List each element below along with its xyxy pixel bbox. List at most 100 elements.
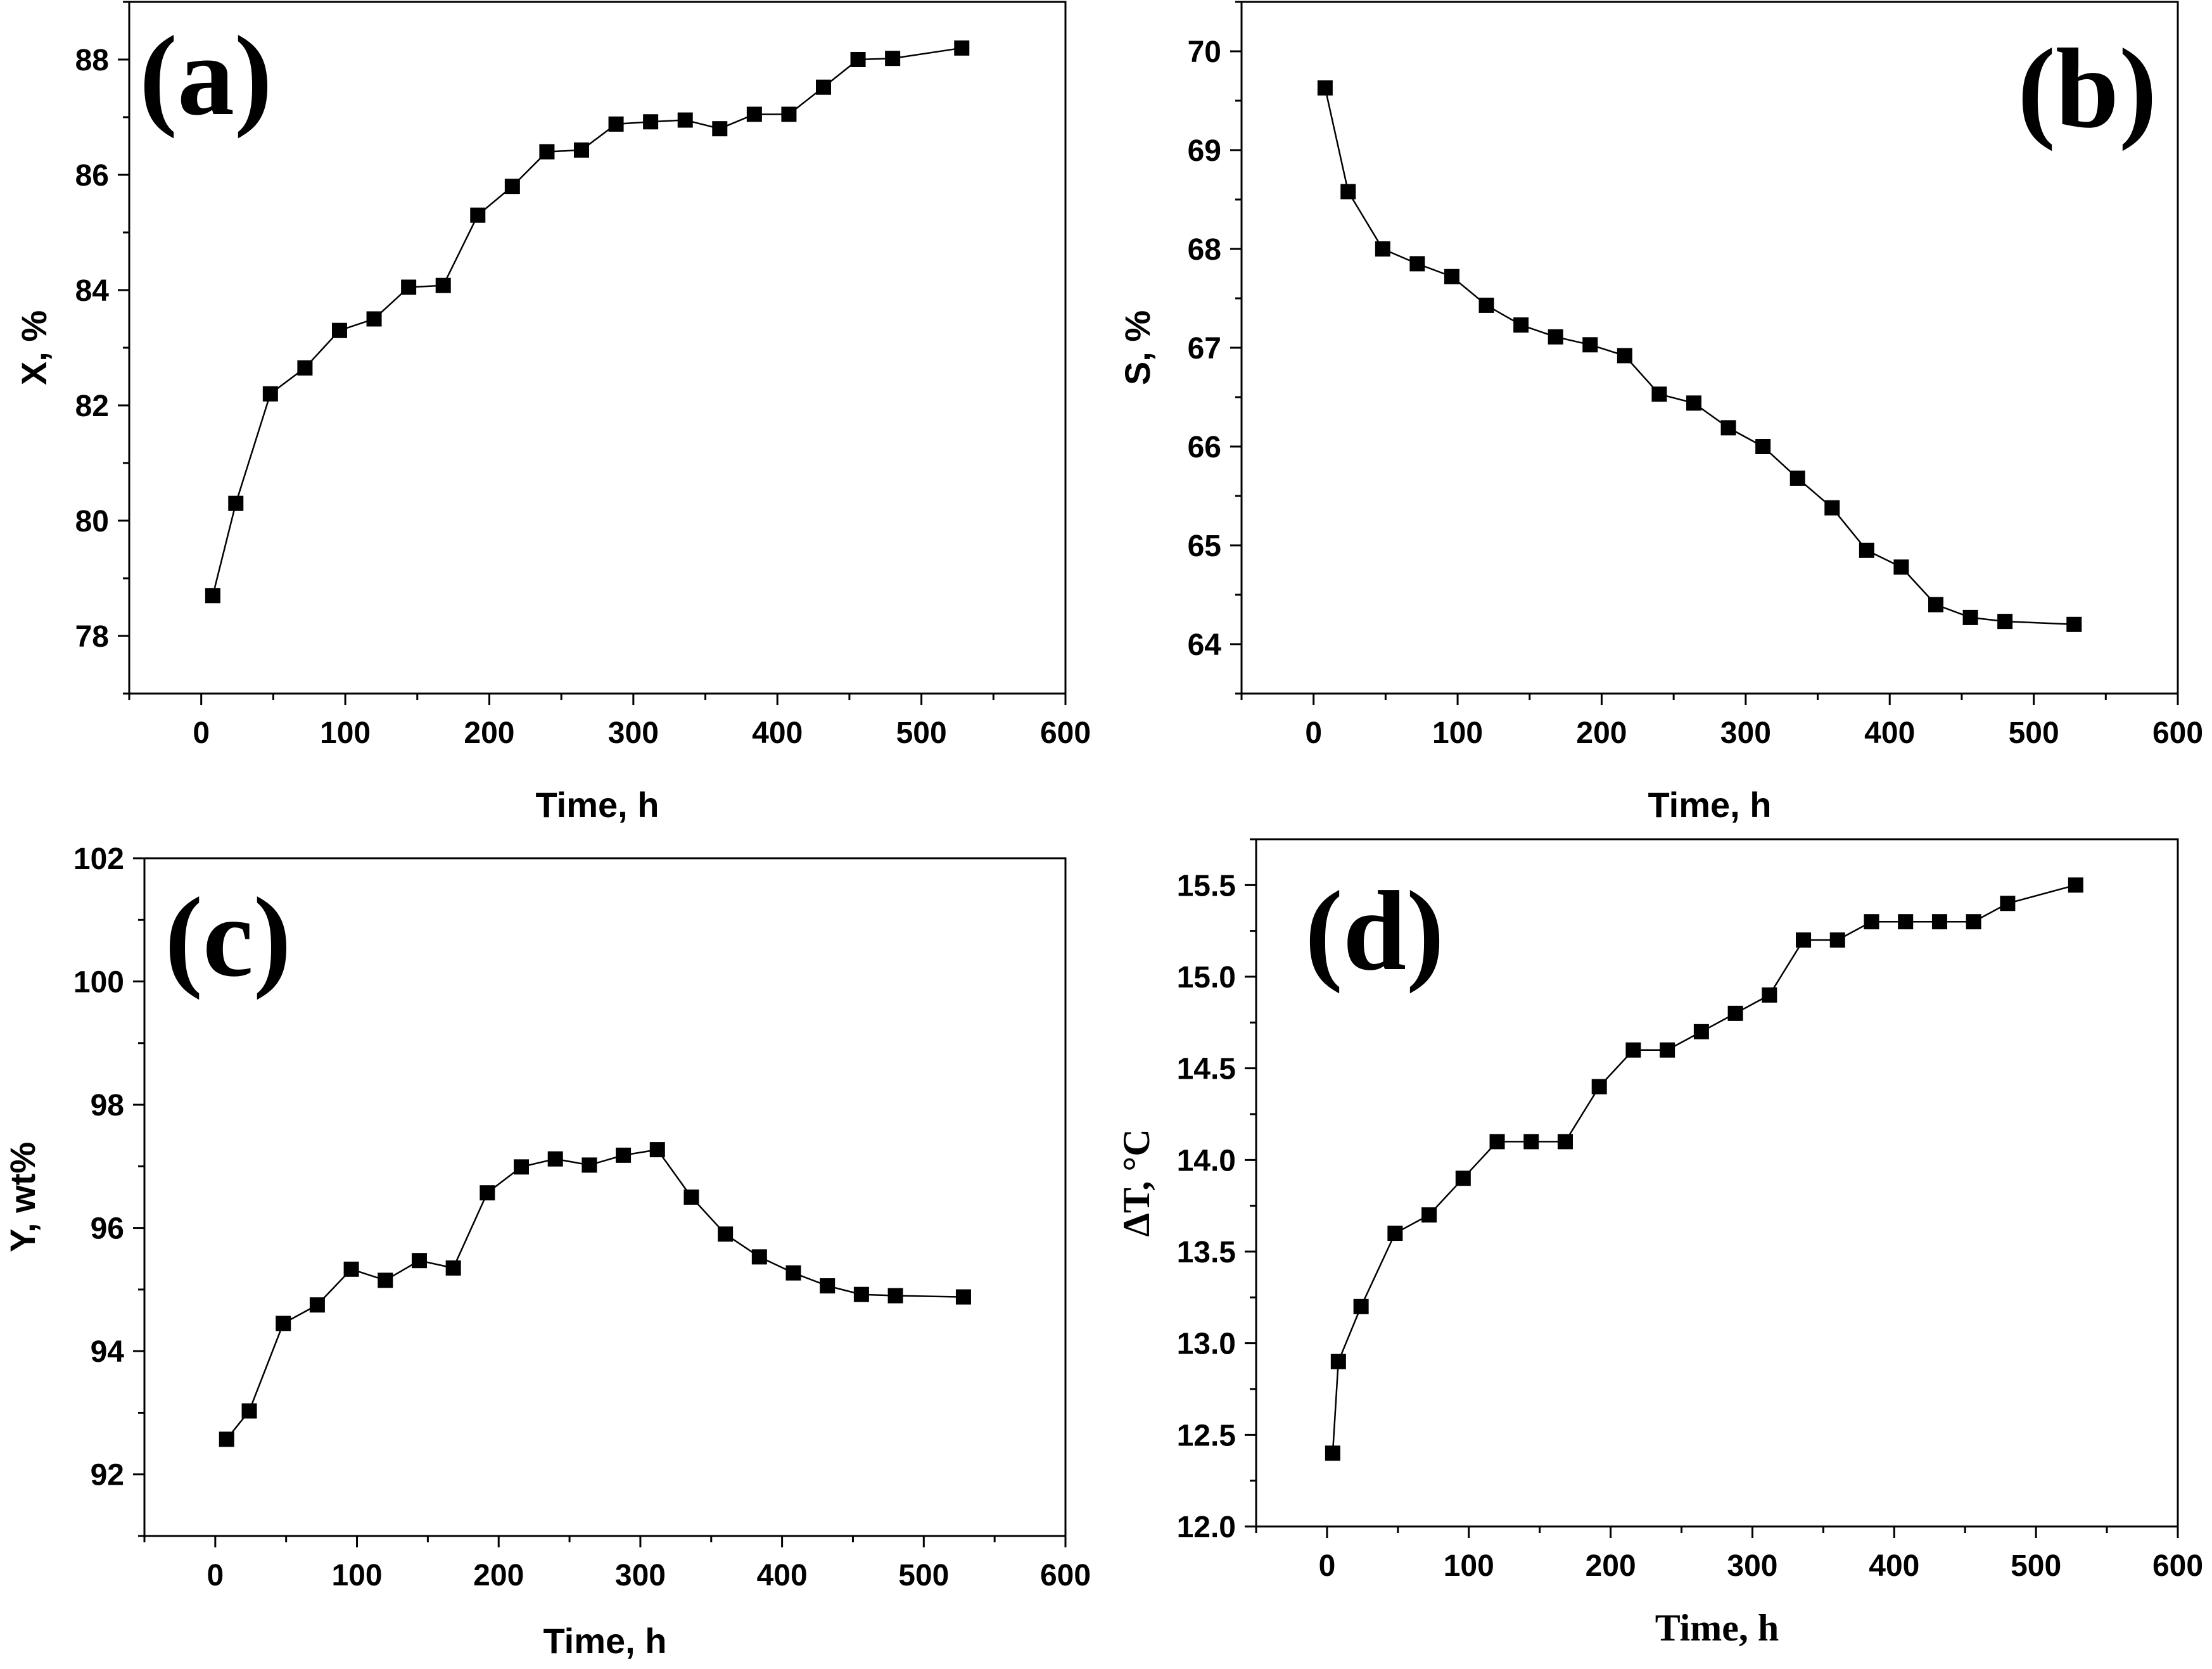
panel-a-x-tick-label: 600 xyxy=(1040,716,1091,750)
panel-d-data-point xyxy=(1421,1207,1437,1223)
panel-c-data-point xyxy=(219,1431,234,1447)
panel-b-data-point xyxy=(1375,241,1390,257)
panel-b-y-tick-label: 68 xyxy=(1188,233,1221,267)
panel-b-series-line xyxy=(1324,87,2075,626)
panel-b-x-tick-label: 300 xyxy=(1720,716,1771,750)
panel-a-data-point xyxy=(228,495,244,511)
panel-d-data-point xyxy=(2068,877,2083,893)
panel-b-data-point xyxy=(1409,256,1425,272)
panel-d: 0 100 200 300 400 500 600 12.0 12.5 13.0 13.5 14.0 1… xyxy=(1116,838,2203,1649)
panel-d-data-point xyxy=(1762,987,1777,1003)
panel-d-data-point xyxy=(1898,914,1914,930)
panel-a-data-point xyxy=(573,142,589,158)
panel-d-x-tick-label: 500 xyxy=(2011,1549,2061,1583)
panel-c-data-point xyxy=(343,1261,359,1277)
panel-b-data-point xyxy=(1317,80,1333,96)
panel-a-series-line xyxy=(212,47,962,596)
panel-d-data-point xyxy=(1864,914,1879,930)
panel-b-data-point xyxy=(1478,297,1494,313)
panel-b-data-point xyxy=(1651,386,1667,402)
panel-d-data-point xyxy=(1625,1042,1641,1058)
panel-b-y-axis-label: S, % xyxy=(1117,310,1157,385)
panel-c-x-tick-label: 200 xyxy=(473,1559,524,1592)
panel-d-x-tick-label: 600 xyxy=(2152,1549,2203,1583)
panel-d-label: (d) xyxy=(1305,868,1444,994)
panel-b-data-point xyxy=(1893,559,1909,575)
panel-b-x-tick-label: 0 xyxy=(1305,716,1322,750)
panel-c-data-point xyxy=(514,1159,530,1175)
panel-d-x-tick-label: 400 xyxy=(1869,1549,1919,1583)
panel-c-data-point xyxy=(480,1185,495,1201)
panel-d-data-point xyxy=(1660,1042,1675,1058)
panel-c-data-point xyxy=(547,1151,563,1167)
panel-d-data-point xyxy=(1931,914,1947,930)
panel-d-data-point xyxy=(1829,932,1845,948)
panel-b-data-point xyxy=(1824,500,1840,516)
panel-d-x-tick-label: 100 xyxy=(1444,1549,1494,1583)
panel-c-y-axis-label: Y, wt% xyxy=(3,1142,42,1252)
panel-b-data-point xyxy=(1617,348,1632,364)
panel-a-x-tick-label: 0 xyxy=(193,716,210,750)
panel-a-data-point xyxy=(366,311,382,327)
panel-c-label: (c) xyxy=(165,874,291,1000)
panel-b: 0 100 200 300 400 500 600 64 65 66 67 68 69 70 Time, h… xyxy=(1117,1,2203,825)
panel-a-y-tick-label: 86 xyxy=(75,159,109,193)
panel-a-data-point xyxy=(504,179,520,194)
panel-c-data-point xyxy=(616,1147,632,1163)
panel-b-data-point xyxy=(1548,329,1563,345)
panel-c-data-point xyxy=(378,1272,393,1288)
panel-b-data-point xyxy=(2066,616,2082,632)
panel-a-y-tick-label: 80 xyxy=(75,505,109,538)
panel-d-data-point xyxy=(1727,1005,1743,1021)
panel-a-y-tick-label: 82 xyxy=(75,390,109,423)
panel-b-data-point xyxy=(1720,420,1736,436)
panel-c-data-point xyxy=(718,1226,734,1242)
panel-b-data-point xyxy=(1444,269,1459,284)
panel-c-data-point xyxy=(785,1265,801,1281)
panel-d-data-point xyxy=(1489,1134,1505,1150)
panel-a-data-point xyxy=(608,116,624,132)
panel-b-data-point xyxy=(1755,439,1771,454)
panel-d-y-tick-label: 14.5 xyxy=(1177,1053,1236,1086)
panel-c-data-point xyxy=(887,1288,903,1304)
panel-d-y-tick-label: 12.0 xyxy=(1177,1511,1236,1544)
panel-c-data-point xyxy=(683,1190,699,1205)
panel-a-data-point xyxy=(850,52,866,67)
panel-b-data-point xyxy=(1513,317,1529,333)
panel-c: 0 100 200 300 400 500 600 92 94 96 98 100 102 Time, h… xyxy=(3,842,1091,1661)
panel-c-data-point xyxy=(955,1289,971,1305)
panel-a: 0 100 200 300 400 500 600 78 80 82 84 86 88 Time, h X,… xyxy=(14,1,1091,825)
panel-d-y-axis-label: ΔT, °C xyxy=(1116,1129,1157,1237)
panel-d-data-point xyxy=(1325,1445,1340,1461)
panel-b-y-tick-label: 69 xyxy=(1188,134,1221,168)
panel-a-data-point xyxy=(677,112,693,128)
panel-a-data-point xyxy=(712,121,728,137)
panel-b-y-tick-label: 65 xyxy=(1188,530,1221,563)
panel-d-x-axis-label: Time, h xyxy=(1655,1607,1779,1649)
panel-c-y-tick-label: 92 xyxy=(91,1459,124,1492)
panel-b-data-point xyxy=(1686,395,1701,411)
panel-d-data-point xyxy=(1387,1226,1403,1241)
panel-c-data-point xyxy=(411,1253,427,1269)
panel-c-data-point xyxy=(751,1249,767,1265)
panel-b-y-tick-label: 67 xyxy=(1188,332,1221,365)
panel-d-plot-frame xyxy=(1255,838,2179,1528)
panel-b-data-point xyxy=(1340,184,1356,200)
panel-d-y-tick-label: 14.0 xyxy=(1177,1144,1236,1177)
panel-c-data-point xyxy=(276,1316,291,1331)
panel-b-y-tick-label: 66 xyxy=(1188,431,1221,464)
panel-a-data-point xyxy=(435,277,451,293)
panel-c-data-point xyxy=(241,1403,257,1419)
panel-d-y-tick-label: 12.5 xyxy=(1177,1419,1236,1452)
panel-c-data-point xyxy=(853,1286,869,1302)
panel-a-data-point xyxy=(470,207,486,223)
panel-c-x-tick-label: 600 xyxy=(1040,1559,1091,1592)
panel-c-x-tick-label: 0 xyxy=(207,1559,224,1592)
panel-b-data-point xyxy=(1582,337,1598,353)
panel-d-x-tick-label: 0 xyxy=(1319,1549,1336,1583)
panel-a-x-tick-label: 100 xyxy=(320,716,371,750)
panel-a-data-point xyxy=(297,360,313,376)
panel-a-data-point xyxy=(643,114,659,130)
panel-a-data-point xyxy=(885,51,901,67)
